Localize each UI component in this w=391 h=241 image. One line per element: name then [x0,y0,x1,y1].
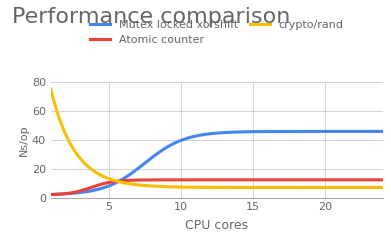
Y-axis label: Ns/op: Ns/op [19,124,29,156]
X-axis label: CPU cores: CPU cores [185,219,249,232]
Text: Performance comparison: Performance comparison [12,7,290,27]
Legend: Mutex locked xorshift, Atomic counter, crypto/rand: Mutex locked xorshift, Atomic counter, c… [86,16,348,49]
